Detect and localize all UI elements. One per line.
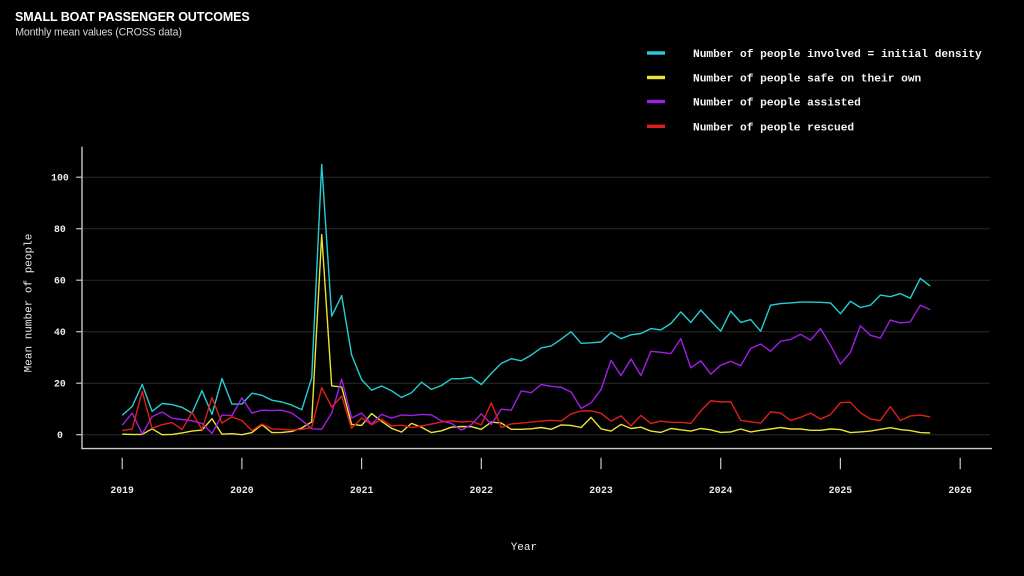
svg-text:2024: 2024 bbox=[709, 485, 733, 496]
svg-text:Monthly mean values (CROSS dat: Monthly mean values (CROSS data) bbox=[15, 27, 182, 39]
svg-text:20: 20 bbox=[54, 379, 66, 390]
svg-text:Number of people rescued: Number of people rescued bbox=[693, 122, 854, 134]
svg-text:Year: Year bbox=[511, 542, 537, 554]
svg-text:2025: 2025 bbox=[829, 485, 853, 496]
svg-text:0: 0 bbox=[57, 430, 63, 441]
svg-text:2026: 2026 bbox=[948, 485, 972, 496]
svg-text:100: 100 bbox=[51, 173, 69, 184]
svg-text:60: 60 bbox=[54, 276, 66, 287]
svg-text:Mean number of people: Mean number of people bbox=[24, 234, 36, 373]
svg-text:Number of people involved = in: Number of people involved = initial dens… bbox=[693, 49, 982, 61]
svg-text:SMALL BOAT PASSENGER OUTCOMES: SMALL BOAT PASSENGER OUTCOMES bbox=[15, 10, 250, 24]
svg-text:80: 80 bbox=[54, 224, 66, 235]
svg-text:Number of people assisted: Number of people assisted bbox=[693, 98, 861, 110]
svg-text:2023: 2023 bbox=[589, 485, 613, 496]
svg-text:40: 40 bbox=[54, 327, 66, 338]
svg-text:2020: 2020 bbox=[230, 485, 254, 496]
svg-text:2019: 2019 bbox=[110, 485, 134, 496]
svg-text:2022: 2022 bbox=[470, 485, 494, 496]
svg-text:2021: 2021 bbox=[350, 485, 374, 496]
svg-text:Number of people safe on their: Number of people safe on their own bbox=[693, 74, 922, 86]
